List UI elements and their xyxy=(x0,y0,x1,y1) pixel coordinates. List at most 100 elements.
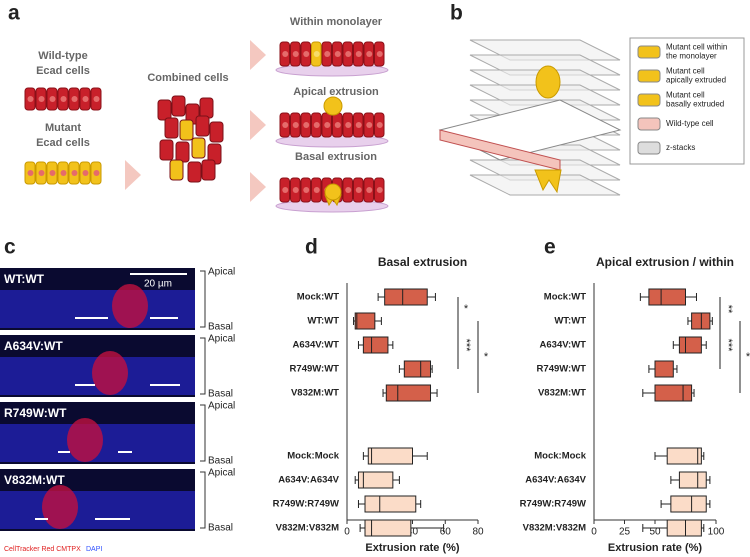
bracket xyxy=(200,404,206,462)
box xyxy=(357,471,394,489)
label: Wild-type xyxy=(38,50,87,62)
legend-text: Mutant cell xyxy=(666,91,705,100)
nucleus xyxy=(313,187,320,193)
legend-text: Mutant cell within xyxy=(666,43,727,52)
nucleus xyxy=(366,122,373,128)
arrow xyxy=(250,110,266,140)
x-axis-label: Extrusion rate (%) xyxy=(365,542,459,554)
cell xyxy=(199,97,214,119)
nucleus xyxy=(292,187,299,193)
category-label: R749W:WT xyxy=(537,364,587,375)
legend-icon xyxy=(637,93,661,107)
x-tick-label: 40 xyxy=(407,527,419,538)
box xyxy=(670,495,707,513)
category-label: V832M:WT xyxy=(291,388,339,399)
scale-label: 20 µm xyxy=(144,279,172,290)
box xyxy=(362,336,389,354)
nucleus xyxy=(324,122,331,128)
nucleus xyxy=(38,96,45,102)
nucleus xyxy=(282,122,289,128)
legend-icon xyxy=(637,45,661,59)
apical-cell xyxy=(323,96,343,116)
cell xyxy=(179,119,194,141)
box xyxy=(354,312,376,330)
category-label: A634V:A634V xyxy=(525,475,586,486)
nucleus xyxy=(292,122,299,128)
x-tick-label: 0 xyxy=(591,527,597,538)
basal-label: Basal xyxy=(208,456,233,467)
box xyxy=(403,360,432,378)
label: Within monolayer xyxy=(290,16,383,28)
legend-icon xyxy=(637,69,661,83)
cell xyxy=(201,159,216,181)
nucleus xyxy=(93,170,100,176)
image-label: WT:WT xyxy=(4,272,45,286)
category-label: Mock:WT xyxy=(544,292,586,303)
x-tick-label: 25 xyxy=(619,527,631,538)
label: Basal extrusion xyxy=(295,151,377,163)
image-label: A634V:WT xyxy=(4,339,63,353)
nucleus xyxy=(282,187,289,193)
decor xyxy=(24,39,622,213)
nucleus xyxy=(49,170,56,176)
significance: * xyxy=(484,351,489,363)
cell xyxy=(169,159,184,181)
x-tick-label: 80 xyxy=(472,527,484,538)
bracket xyxy=(200,270,206,328)
category-label: V832M:V832M xyxy=(523,523,586,534)
nucleus xyxy=(345,51,352,57)
label: Mutant xyxy=(45,122,81,134)
box xyxy=(364,495,417,513)
basal-label: Basal xyxy=(208,523,233,534)
box xyxy=(666,447,702,465)
category-label: WT:WT xyxy=(307,316,339,327)
stain-label: DAPI xyxy=(86,546,102,553)
nucleus xyxy=(345,187,352,193)
box xyxy=(666,519,702,537)
nucleus xyxy=(27,170,34,176)
nucleus xyxy=(82,170,89,176)
nucleus xyxy=(366,187,373,193)
legend-icon xyxy=(637,117,661,131)
box xyxy=(654,384,693,402)
dapi-band xyxy=(0,290,195,328)
cell xyxy=(191,137,206,159)
nucleus xyxy=(60,96,67,102)
nucleus xyxy=(71,96,78,102)
category-label: A634V:WT xyxy=(540,340,587,351)
nucleus xyxy=(376,51,383,57)
nucleus xyxy=(93,96,100,102)
legend-text: apically extruded xyxy=(666,76,726,85)
arrow xyxy=(250,172,266,202)
nucleus xyxy=(71,170,78,176)
nucleus xyxy=(27,96,34,102)
significance: * xyxy=(464,303,469,315)
nucleus xyxy=(292,51,299,57)
apical-label: Apical xyxy=(208,334,235,345)
x-tick-label: 100 xyxy=(708,527,725,538)
box xyxy=(384,288,428,306)
cell xyxy=(157,99,172,121)
box xyxy=(364,519,412,537)
nucleus xyxy=(324,51,331,57)
stain-label: CellTracker Red CMTPX xyxy=(4,546,81,553)
apical-label: Apical xyxy=(208,401,235,412)
nucleus xyxy=(376,122,383,128)
category-label: WT:WT xyxy=(554,316,586,327)
significance: * xyxy=(746,351,750,363)
nucleus xyxy=(376,187,383,193)
nucleus xyxy=(313,51,320,57)
nucleus xyxy=(366,51,373,57)
significance: *** xyxy=(460,339,472,353)
membrane xyxy=(275,63,389,77)
nucleus xyxy=(334,51,341,57)
nucleus xyxy=(355,187,362,193)
category-label: Mock:Mock xyxy=(534,451,586,462)
label: Ecad cells xyxy=(36,65,90,77)
arrow xyxy=(250,40,266,70)
category-label: R749W:WT xyxy=(290,364,340,375)
basal-cell xyxy=(324,183,342,201)
nucleus xyxy=(313,122,320,128)
nucleus xyxy=(82,96,89,102)
